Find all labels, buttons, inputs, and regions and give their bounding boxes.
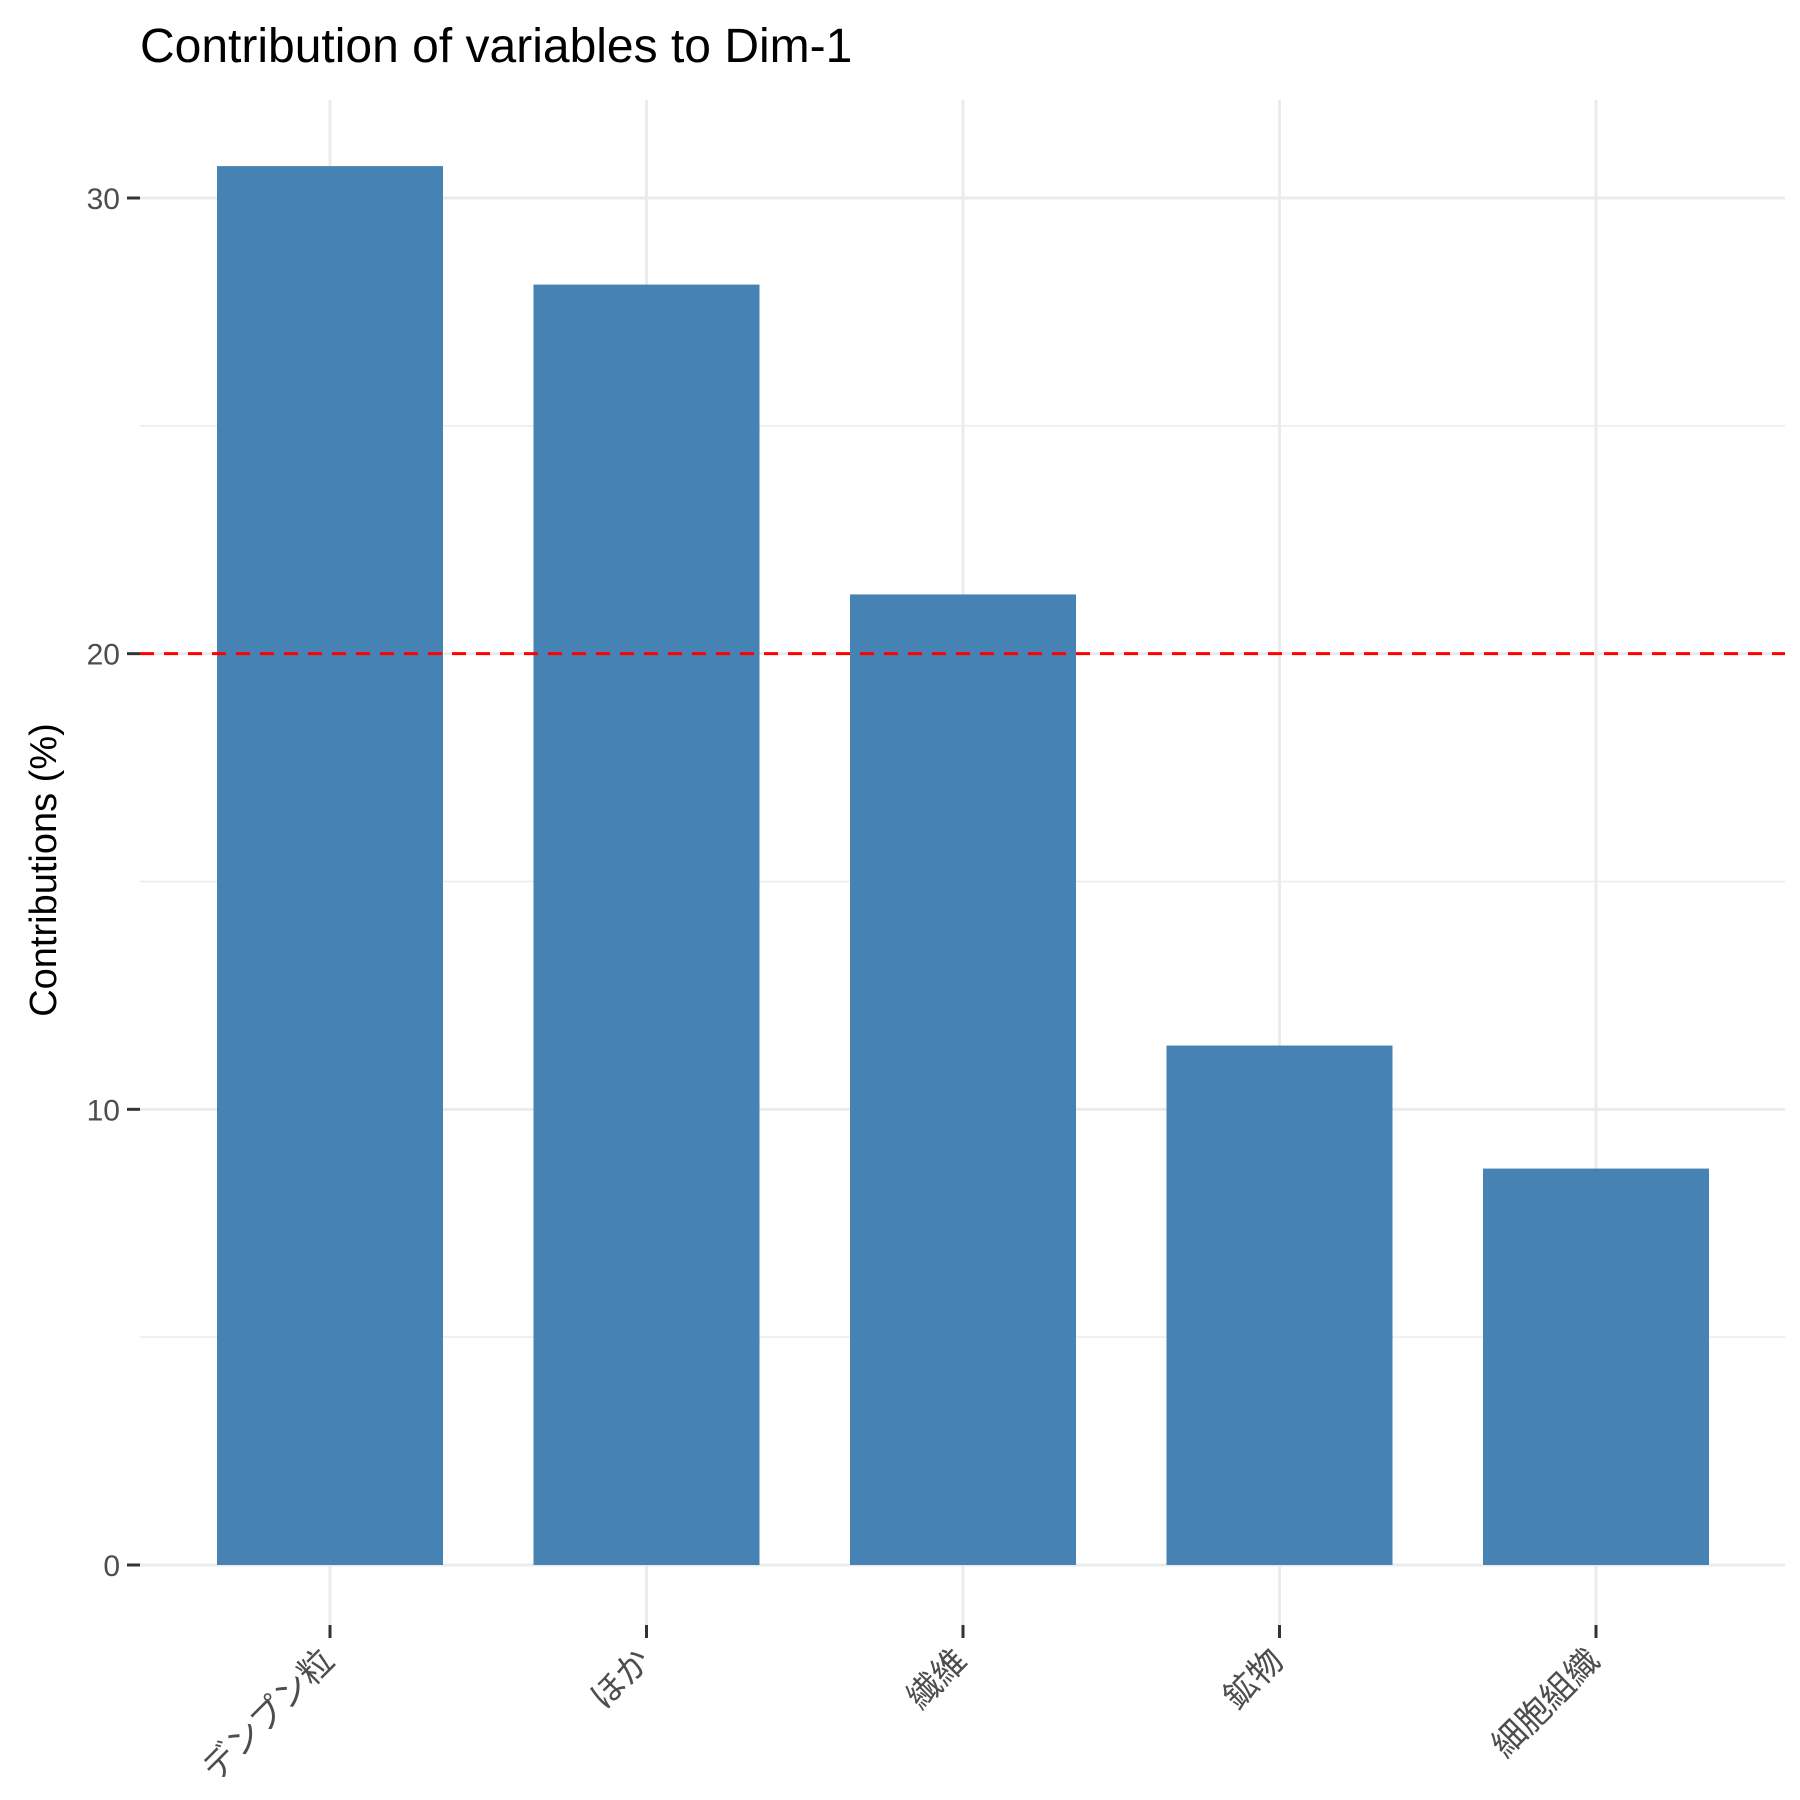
x-tick-label: 細胞組織 (1484, 1641, 1608, 1765)
y-axis-label: Contributions (%) (23, 723, 65, 1017)
x-tick-label: 繊維 (899, 1641, 975, 1717)
y-axis: 0 10 20 30 (87, 183, 140, 1583)
x-tick-label: デンプン粒 (195, 1641, 343, 1789)
y-tick-label: 30 (87, 183, 120, 216)
bar-2 (533, 284, 760, 1565)
y-tick-label: 20 (87, 639, 120, 672)
y-tick-label: 0 (103, 1550, 120, 1583)
bars (217, 166, 1709, 1566)
x-tick-label: ほか (582, 1641, 658, 1717)
bar-3 (850, 594, 1076, 1565)
bar-1 (217, 166, 443, 1566)
bar-5 (1483, 1168, 1709, 1565)
chart-title: Contribution of variables to Dim-1 (140, 20, 852, 73)
x-axis: デンプン粒 ほか 繊維 鉱物 細胞組織 (195, 1625, 1608, 1789)
y-tick-label: 10 (87, 1094, 120, 1127)
x-tick-label: 鉱物 (1215, 1641, 1291, 1717)
bar-4 (1166, 1045, 1393, 1565)
